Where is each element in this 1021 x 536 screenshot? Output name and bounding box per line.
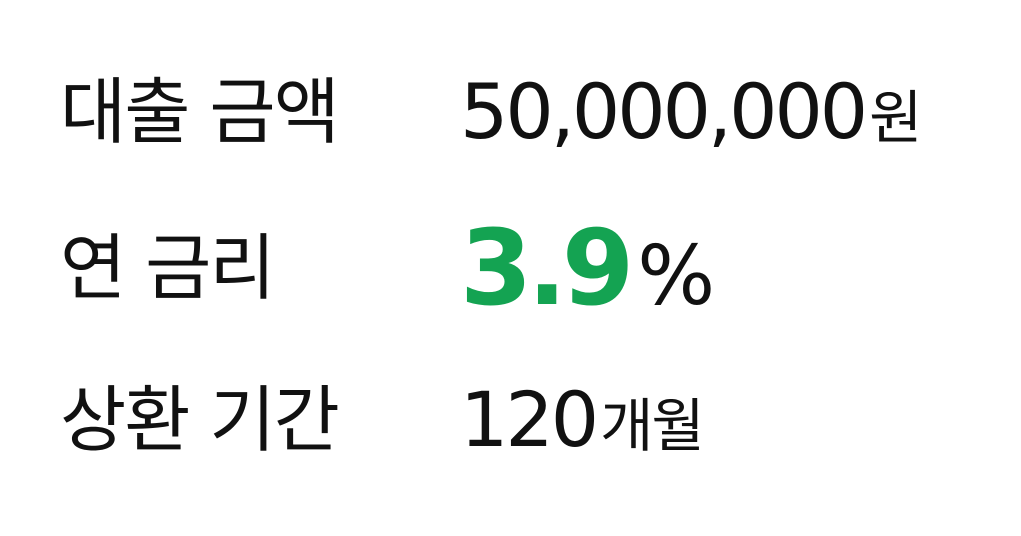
interest-rate-row: 연 금리 3.9 % — [60, 208, 715, 328]
interest-rate-unit: % — [637, 229, 716, 324]
repayment-term-value: 120 개월 — [460, 375, 705, 464]
repayment-term-row: 상환 기간 120 개월 — [60, 370, 705, 470]
repayment-term-unit: 개월 — [600, 392, 705, 460]
loan-amount-number: 50,000,000 — [460, 67, 868, 156]
repayment-term-number: 120 — [460, 375, 599, 464]
loan-amount-unit: 원 — [869, 84, 922, 152]
loan-amount-row: 대출 금액 50,000,000 원 — [60, 62, 923, 162]
repayment-term-label: 상환 기간 — [60, 378, 340, 462]
loan-amount-label: 대출 금액 — [60, 70, 340, 154]
interest-rate-label: 연 금리 — [60, 226, 276, 310]
interest-rate-value: 3.9 % — [460, 216, 715, 320]
loan-amount-value: 50,000,000 원 — [460, 67, 923, 156]
interest-rate-number: 3.9 — [460, 207, 634, 329]
